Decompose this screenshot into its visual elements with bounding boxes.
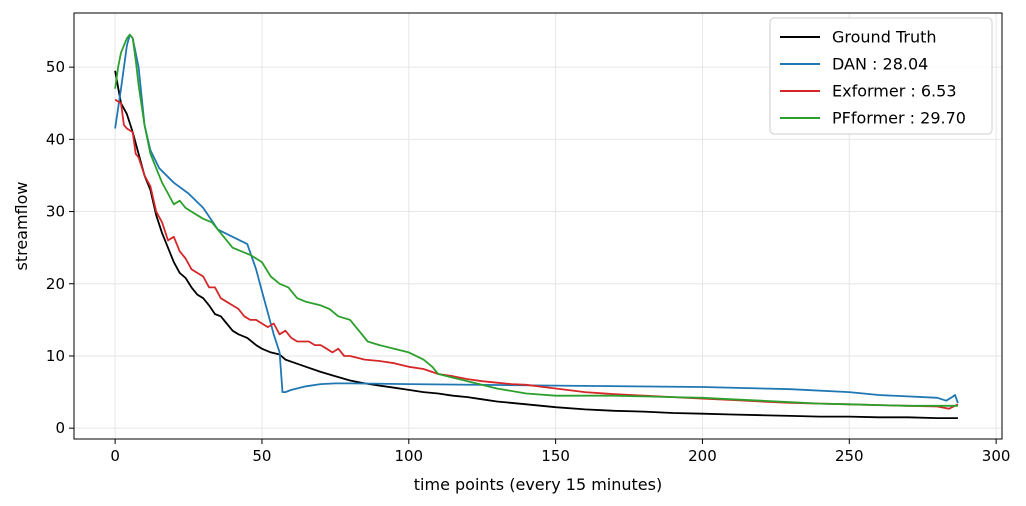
y-axis-title: streamflow <box>12 181 31 270</box>
x-tick-label: 50 <box>252 447 271 465</box>
x-tick-label: 200 <box>688 447 717 465</box>
legend-box <box>769 17 993 135</box>
axis-ticks: 0 50 100 150 200 250 300 0 10 20 30 40 50 <box>46 58 1011 465</box>
x-tick-label: 100 <box>394 447 423 465</box>
plot-frame <box>73 12 1003 440</box>
series-line-pfformer <box>114 33 958 407</box>
x-tick-label: 300 <box>982 447 1011 465</box>
y-tick-label: 20 <box>46 275 65 293</box>
grid <box>74 13 1002 439</box>
y-tick-label: 10 <box>46 347 65 365</box>
x-tick-label: 150 <box>541 447 570 465</box>
legend-label-ground: Ground Truth <box>832 28 937 47</box>
y-tick-label: 40 <box>46 130 65 148</box>
x-tick-label: 0 <box>110 447 120 465</box>
series-lines <box>114 33 959 420</box>
legend-label-dan: DAN : 28.04 <box>832 55 928 74</box>
x-tick-label: 250 <box>835 447 864 465</box>
legend-label-exformer: Exformer : 6.53 <box>832 82 957 101</box>
series-line-ground <box>114 70 958 420</box>
legend-label-pfformer: PFformer : 29.70 <box>832 109 966 128</box>
y-tick-label: 0 <box>55 419 65 437</box>
x-axis-title: time points (every 15 minutes) <box>414 475 662 494</box>
y-tick-label: 50 <box>46 58 65 76</box>
legend: Ground Truth DAN : 28.04 Exformer : 6.53 PF… <box>769 17 993 135</box>
y-tick-label: 30 <box>46 203 65 221</box>
